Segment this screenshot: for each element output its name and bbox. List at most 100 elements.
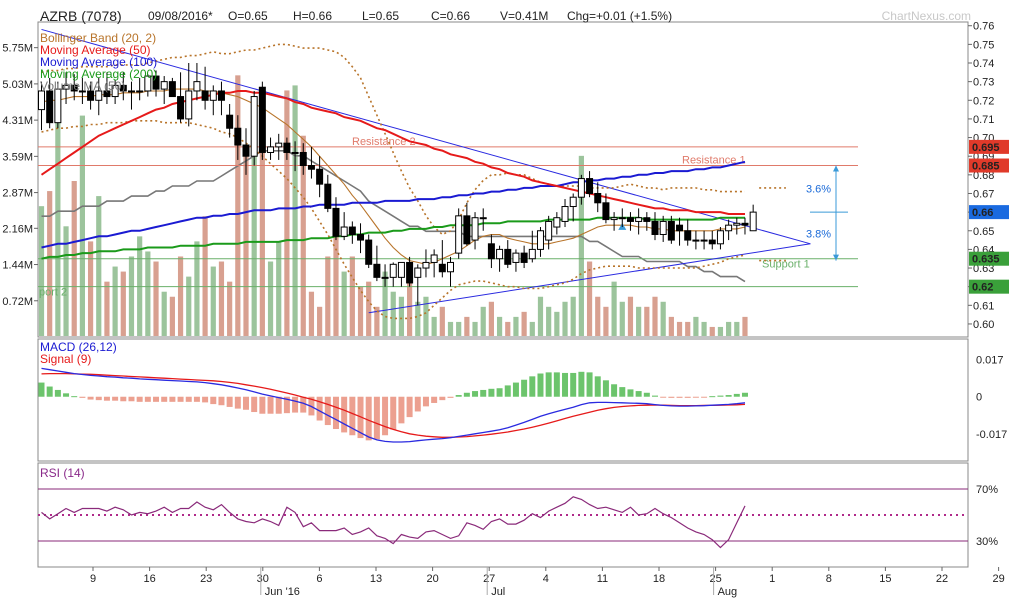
macd-histogram-bar [382, 396, 389, 436]
volume-bar [717, 326, 724, 336]
volume-bar [513, 316, 519, 336]
volume-bar [603, 306, 609, 336]
candle-body [340, 226, 348, 237]
volume-bar [79, 115, 85, 337]
candle-body [111, 84, 119, 98]
volume-bar [357, 286, 364, 336]
macd-histogram-bar [38, 382, 45, 397]
volume-bar [619, 301, 625, 336]
candle-body [684, 230, 692, 241]
macd-histogram-bar [112, 396, 119, 401]
macd-histogram-bar [602, 380, 609, 397]
candle-body [283, 142, 291, 153]
volume-bar [488, 301, 494, 336]
volume-bar [693, 316, 699, 336]
candle-body [700, 239, 708, 242]
volume-bar [243, 155, 249, 336]
macd-histogram-bar [324, 396, 331, 426]
macd-histogram-bar [643, 392, 650, 397]
candle-body [635, 217, 643, 222]
candle-body [193, 81, 201, 92]
candle-body [365, 239, 373, 265]
price-highlight-box [969, 139, 1009, 154]
volume-bar [300, 135, 306, 336]
volume-bar [701, 321, 707, 336]
macd-histogram-bar [422, 396, 429, 407]
macd-histogram-bar [267, 396, 274, 414]
macd-histogram-bar [529, 376, 536, 397]
candle-body [226, 114, 234, 129]
legend-volume-ma: Volume MA (50) [40, 79, 126, 93]
candle-body [667, 220, 675, 241]
macd-histogram-bar [619, 387, 626, 397]
macd-histogram-bar [717, 395, 724, 397]
volume-bar [259, 150, 265, 336]
candle-body [217, 90, 225, 101]
candle-body [643, 217, 651, 222]
volume-bar [374, 306, 380, 336]
candle-body [545, 220, 553, 241]
price-tick-label: 0.71 [973, 114, 994, 126]
volume-bar [570, 296, 576, 336]
macd-histogram-bar [292, 396, 299, 413]
legend-ma100: Moving Average (100) [40, 55, 158, 69]
forecast-down-pct: 3.8% [806, 228, 831, 240]
candle-body [168, 81, 176, 98]
candle-body [471, 217, 479, 241]
volume-bar [521, 311, 527, 336]
candle-body [357, 233, 365, 241]
price-tick-label: 0.75 [973, 39, 994, 51]
candle-body [316, 168, 324, 185]
volume-bar [439, 306, 445, 336]
candle-body [127, 90, 135, 93]
volume-bar [586, 261, 593, 336]
macd-histogram-bar [46, 386, 53, 397]
macd-histogram-bar [472, 391, 479, 397]
candle-body [430, 254, 438, 263]
candle-body [381, 276, 389, 279]
legend-signal: Signal (9) [40, 352, 92, 366]
macd-histogram-bar [431, 396, 438, 403]
x-tick-label: 18 [653, 573, 665, 585]
price-highlight-box [969, 251, 1009, 266]
macd-histogram-bar [128, 396, 135, 402]
candle-body [95, 90, 103, 101]
macd-histogram-bar [594, 376, 601, 397]
volume-bar [742, 316, 748, 336]
macd-histogram-bar [586, 372, 593, 397]
candle-body [692, 239, 700, 242]
volume-tick-label: 0.72M [2, 296, 33, 308]
candle-body [258, 86, 266, 153]
volume-ma-line [41, 150, 746, 283]
x-tick-label: 15 [879, 573, 891, 585]
macd-histogram-bar [521, 379, 528, 397]
candle-body [504, 248, 512, 265]
candle-body [626, 217, 634, 222]
volume-bar [546, 306, 552, 336]
candle-body [70, 84, 78, 92]
macd-histogram-bar [545, 372, 552, 397]
x-tick-label: 23 [200, 573, 212, 585]
volume-bar [218, 261, 225, 336]
candle-body [569, 196, 577, 208]
macd-histogram-bar [488, 388, 495, 397]
macd-histogram-bar [169, 396, 176, 402]
volume-bar [251, 115, 257, 337]
volume-bar [120, 271, 126, 336]
macd-histogram-bar [709, 396, 716, 398]
candle-body [479, 217, 487, 220]
volume-bar [325, 256, 331, 336]
resistance-2-label: Resistance 2 [352, 136, 416, 148]
forecast-up-pct: 3.6% [806, 184, 831, 196]
macd-histogram-bar [668, 396, 675, 398]
x-tick-label: 1 [769, 573, 775, 585]
macd-histogram-bar [652, 395, 658, 397]
candle-body [733, 222, 741, 226]
macd-histogram-bar [725, 395, 732, 397]
macd-histogram-bar [733, 393, 740, 397]
macd-histogram-bar [136, 396, 143, 402]
x-tick-label: 29 [992, 573, 1004, 585]
candle-body [46, 90, 54, 124]
price-tick-label: 0.76 [973, 21, 994, 33]
volume-bar [472, 321, 478, 336]
